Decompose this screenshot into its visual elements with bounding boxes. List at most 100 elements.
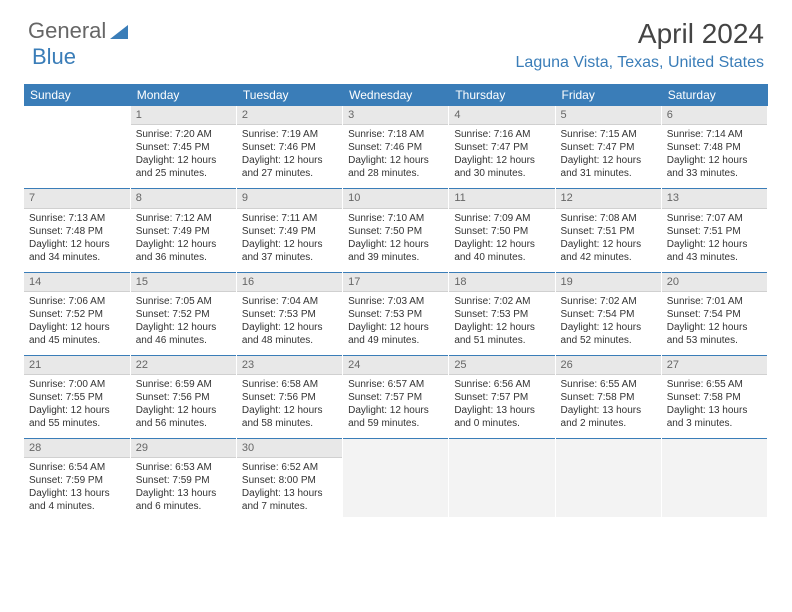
sunrise-line: Sunrise: 6:53 AM <box>136 461 231 474</box>
sunset-line: Sunset: 7:46 PM <box>348 141 443 154</box>
day-number: 12 <box>556 189 661 208</box>
day-content: Sunrise: 7:13 AMSunset: 7:48 PMDaylight:… <box>24 209 130 272</box>
daylight-line: Daylight: 13 hours and 6 minutes. <box>136 487 231 513</box>
sunset-line: Sunset: 7:56 PM <box>136 391 231 404</box>
calendar-cell: 8Sunrise: 7:12 AMSunset: 7:49 PMDaylight… <box>130 189 236 272</box>
sunrise-line: Sunrise: 7:03 AM <box>348 295 443 308</box>
day-number: 6 <box>662 106 767 125</box>
calendar-cell: 3Sunrise: 7:18 AMSunset: 7:46 PMDaylight… <box>343 106 449 189</box>
sunrise-line: Sunrise: 7:19 AM <box>242 128 337 141</box>
logo-text-1: General <box>28 18 106 44</box>
daylight-line: Daylight: 12 hours and 53 minutes. <box>667 321 762 347</box>
logo-text-2: Blue <box>32 44 76 70</box>
sunrise-line: Sunrise: 7:04 AM <box>242 295 337 308</box>
day-content: Sunrise: 6:52 AMSunset: 8:00 PMDaylight:… <box>237 458 342 521</box>
day-content: Sunrise: 7:02 AMSunset: 7:53 PMDaylight:… <box>449 292 554 355</box>
day-number: 9 <box>237 189 342 208</box>
calendar-cell: 4Sunrise: 7:16 AMSunset: 7:47 PMDaylight… <box>449 106 555 189</box>
calendar-cell: 29Sunrise: 6:53 AMSunset: 7:59 PMDayligh… <box>130 439 236 522</box>
sunset-line: Sunset: 7:57 PM <box>454 391 549 404</box>
sunrise-line: Sunrise: 6:55 AM <box>561 378 656 391</box>
daylight-line: Daylight: 12 hours and 59 minutes. <box>348 404 443 430</box>
calendar-cell: 22Sunrise: 6:59 AMSunset: 7:56 PMDayligh… <box>130 355 236 438</box>
sunset-line: Sunset: 7:46 PM <box>242 141 337 154</box>
day-content: Sunrise: 7:18 AMSunset: 7:46 PMDaylight:… <box>343 125 448 188</box>
sunrise-line: Sunrise: 7:20 AM <box>136 128 231 141</box>
day-content: Sunrise: 7:04 AMSunset: 7:53 PMDaylight:… <box>237 292 342 355</box>
calendar-cell: 11Sunrise: 7:09 AMSunset: 7:50 PMDayligh… <box>449 189 555 272</box>
day-content: Sunrise: 7:05 AMSunset: 7:52 PMDaylight:… <box>131 292 236 355</box>
day-content: Sunrise: 7:01 AMSunset: 7:54 PMDaylight:… <box>662 292 767 355</box>
sunset-line: Sunset: 7:53 PM <box>242 308 337 321</box>
calendar-week-row: 7Sunrise: 7:13 AMSunset: 7:48 PMDaylight… <box>24 189 768 272</box>
day-number: 25 <box>449 356 554 375</box>
daylight-line: Daylight: 12 hours and 27 minutes. <box>242 154 337 180</box>
calendar-cell: 7Sunrise: 7:13 AMSunset: 7:48 PMDaylight… <box>24 189 130 272</box>
daylight-line: Daylight: 12 hours and 52 minutes. <box>561 321 656 347</box>
sunset-line: Sunset: 7:59 PM <box>29 474 125 487</box>
calendar-cell: 26Sunrise: 6:55 AMSunset: 7:58 PMDayligh… <box>555 355 661 438</box>
calendar-cell: 16Sunrise: 7:04 AMSunset: 7:53 PMDayligh… <box>236 272 342 355</box>
day-number: 1 <box>131 106 236 125</box>
weekday-header-row: SundayMondayTuesdayWednesdayThursdayFrid… <box>24 84 768 106</box>
sunrise-line: Sunrise: 6:52 AM <box>242 461 337 474</box>
day-content: Sunrise: 7:03 AMSunset: 7:53 PMDaylight:… <box>343 292 448 355</box>
calendar-cell: 6Sunrise: 7:14 AMSunset: 7:48 PMDaylight… <box>661 106 767 189</box>
day-content: Sunrise: 7:19 AMSunset: 7:46 PMDaylight:… <box>237 125 342 188</box>
sunrise-line: Sunrise: 6:55 AM <box>667 378 762 391</box>
day-number: 21 <box>24 356 130 375</box>
weekday-header: Tuesday <box>236 84 342 106</box>
calendar-table: SundayMondayTuesdayWednesdayThursdayFrid… <box>24 84 768 521</box>
sunset-line: Sunset: 7:58 PM <box>561 391 656 404</box>
daylight-line: Daylight: 12 hours and 33 minutes. <box>667 154 762 180</box>
day-number: 13 <box>662 189 767 208</box>
sunset-line: Sunset: 7:49 PM <box>136 225 231 238</box>
sunrise-line: Sunrise: 7:16 AM <box>454 128 549 141</box>
sunset-line: Sunset: 7:51 PM <box>667 225 762 238</box>
daylight-line: Daylight: 13 hours and 4 minutes. <box>29 487 125 513</box>
day-number: 18 <box>449 273 554 292</box>
day-number: 14 <box>24 273 130 292</box>
sunrise-line: Sunrise: 7:18 AM <box>348 128 443 141</box>
day-number: 22 <box>131 356 236 375</box>
weekday-header: Saturday <box>661 84 767 106</box>
day-number: 15 <box>131 273 236 292</box>
day-content: Sunrise: 7:08 AMSunset: 7:51 PMDaylight:… <box>556 209 661 272</box>
sunset-line: Sunset: 8:00 PM <box>242 474 337 487</box>
sunset-line: Sunset: 7:45 PM <box>136 141 231 154</box>
calendar-cell: 15Sunrise: 7:05 AMSunset: 7:52 PMDayligh… <box>130 272 236 355</box>
sunset-line: Sunset: 7:50 PM <box>348 225 443 238</box>
daylight-line: Daylight: 12 hours and 43 minutes. <box>667 238 762 264</box>
calendar-week-row: 14Sunrise: 7:06 AMSunset: 7:52 PMDayligh… <box>24 272 768 355</box>
daylight-line: Daylight: 12 hours and 48 minutes. <box>242 321 337 347</box>
sunset-line: Sunset: 7:53 PM <box>454 308 549 321</box>
sunrise-line: Sunrise: 6:56 AM <box>454 378 549 391</box>
calendar-week-row: 28Sunrise: 6:54 AMSunset: 7:59 PMDayligh… <box>24 439 768 522</box>
sunrise-line: Sunrise: 7:07 AM <box>667 212 762 225</box>
header: General April 2024 Laguna Vista, Texas, … <box>0 0 792 76</box>
calendar-cell <box>449 439 555 522</box>
calendar-cell: 25Sunrise: 6:56 AMSunset: 7:57 PMDayligh… <box>449 355 555 438</box>
calendar-cell: 5Sunrise: 7:15 AMSunset: 7:47 PMDaylight… <box>555 106 661 189</box>
calendar-cell <box>661 439 767 522</box>
sunset-line: Sunset: 7:50 PM <box>454 225 549 238</box>
daylight-line: Daylight: 13 hours and 7 minutes. <box>242 487 337 513</box>
daylight-line: Daylight: 12 hours and 34 minutes. <box>29 238 125 264</box>
sunrise-line: Sunrise: 7:13 AM <box>29 212 125 225</box>
calendar-cell <box>555 439 661 522</box>
calendar-week-row: 21Sunrise: 7:00 AMSunset: 7:55 PMDayligh… <box>24 355 768 438</box>
sunrise-line: Sunrise: 7:12 AM <box>136 212 231 225</box>
logo-triangle-icon <box>110 25 128 39</box>
weekday-header: Thursday <box>449 84 555 106</box>
sunset-line: Sunset: 7:48 PM <box>29 225 125 238</box>
daylight-line: Daylight: 12 hours and 31 minutes. <box>561 154 656 180</box>
month-title: April 2024 <box>516 18 764 50</box>
day-number: 30 <box>237 439 342 458</box>
day-number: 24 <box>343 356 448 375</box>
day-number: 27 <box>662 356 767 375</box>
sunrise-line: Sunrise: 7:15 AM <box>561 128 656 141</box>
calendar-cell: 20Sunrise: 7:01 AMSunset: 7:54 PMDayligh… <box>661 272 767 355</box>
day-content: Sunrise: 6:56 AMSunset: 7:57 PMDaylight:… <box>449 375 554 438</box>
weekday-header: Wednesday <box>343 84 449 106</box>
sunrise-line: Sunrise: 7:00 AM <box>29 378 125 391</box>
